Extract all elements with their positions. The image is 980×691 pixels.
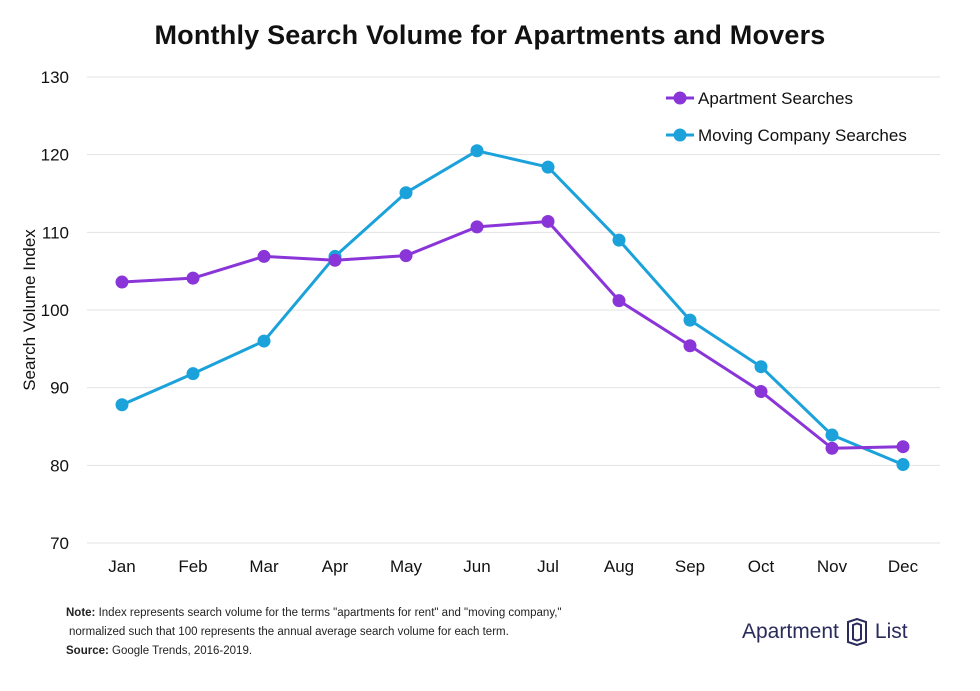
y-tick-label: 110 xyxy=(42,223,69,242)
data-point-apartment-searches xyxy=(328,253,342,267)
data-point-apartment-searches xyxy=(399,249,413,263)
note-text-1: Index represents search volume for the t… xyxy=(95,607,562,619)
x-tick-label: Aug xyxy=(604,557,634,576)
data-point-apartment-searches xyxy=(825,441,839,455)
series-line-moving-company-searches xyxy=(121,149,904,466)
x-tick-label: Apr xyxy=(322,557,349,576)
data-point-moving-company-searches xyxy=(612,233,626,247)
source-line: Source: Google Trends, 2016-2019. xyxy=(66,642,562,661)
data-point-apartment-searches xyxy=(612,294,626,308)
series-apartment-searches xyxy=(115,214,910,455)
data-point-moving-company-searches xyxy=(754,360,768,374)
x-axis-ticks: Jan Feb Mar Apr May Jun Jul Aug Sep Oct Nov Dec xyxy=(108,557,918,576)
y-axis-ticks: 70 80 90 100 110 120 130 xyxy=(41,68,69,553)
legend-label: Apartment Searches xyxy=(698,89,853,108)
legend: Apartment Searches Moving Company Searche… xyxy=(666,89,907,145)
y-tick-label: 70 xyxy=(50,534,69,553)
data-point-moving-company-searches xyxy=(257,334,271,348)
x-tick-label: Oct xyxy=(748,557,775,576)
logo-word-list: List xyxy=(874,620,908,643)
y-tick-label: 90 xyxy=(50,379,69,398)
x-tick-label: Jul xyxy=(537,557,559,576)
data-point-moving-company-searches xyxy=(541,160,555,174)
legend-item-apartment-searches: Apartment Searches xyxy=(666,89,853,108)
data-point-apartment-searches xyxy=(754,385,768,399)
chart-title: Monthly Search Volume for Apartments and… xyxy=(154,20,826,50)
x-tick-label: Feb xyxy=(178,557,207,576)
data-point-moving-company-searches xyxy=(186,367,200,381)
gridlines xyxy=(87,76,940,544)
y-tick-label: 130 xyxy=(41,68,69,87)
note-line-1: Note: Index represents search volume for… xyxy=(66,604,562,623)
source-text: Google Trends, 2016-2019. xyxy=(108,645,253,657)
data-point-moving-company-searches xyxy=(399,186,413,200)
data-point-moving-company-searches xyxy=(896,458,910,472)
data-point-apartment-searches xyxy=(541,214,555,228)
x-tick-label: Jun xyxy=(463,557,490,576)
x-tick-label: Sep xyxy=(675,557,705,576)
legend-label: Moving Company Searches xyxy=(698,126,907,145)
apartment-list-logo: Apartment List xyxy=(742,618,908,646)
y-axis-label: Search Volume Index xyxy=(20,229,39,391)
note-label: Note: xyxy=(66,607,96,619)
footnotes: Note: Index represents search volume for… xyxy=(66,604,562,661)
note-line-2: normalized such that 100 represents the … xyxy=(69,626,509,638)
data-point-apartment-searches xyxy=(896,440,910,454)
legend-marker xyxy=(673,91,687,105)
data-point-apartment-searches xyxy=(186,271,200,285)
legend-item-moving-company-searches: Moving Company Searches xyxy=(666,126,907,145)
series-group xyxy=(115,144,910,472)
x-tick-label: Mar xyxy=(249,557,279,576)
x-tick-label: May xyxy=(390,557,423,576)
data-point-apartment-searches xyxy=(115,275,129,289)
series-line-apartment-searches xyxy=(121,219,904,450)
data-point-apartment-searches xyxy=(470,220,484,234)
y-tick-label: 80 xyxy=(50,456,69,475)
x-tick-label: Nov xyxy=(817,557,848,576)
data-point-apartment-searches xyxy=(683,339,697,353)
y-tick-label: 120 xyxy=(41,146,69,165)
series-moving-company-searches xyxy=(115,144,910,472)
line-chart: 70 80 90 100 110 120 130 Jan Feb Mar Apr May Jun Jul… xyxy=(20,68,940,576)
legend-marker xyxy=(673,128,687,142)
data-point-moving-company-searches xyxy=(825,428,839,442)
y-tick-label: 100 xyxy=(41,301,69,320)
x-tick-label: Dec xyxy=(888,557,919,576)
source-label: Source: xyxy=(66,645,109,657)
data-point-moving-company-searches xyxy=(683,313,697,327)
data-point-apartment-searches xyxy=(257,249,271,263)
building-logo-icon xyxy=(846,618,867,646)
logo-word-apartment: Apartment xyxy=(742,620,839,643)
x-tick-label: Jan xyxy=(108,557,135,576)
data-point-moving-company-searches xyxy=(115,398,129,412)
data-point-moving-company-searches xyxy=(470,144,484,158)
